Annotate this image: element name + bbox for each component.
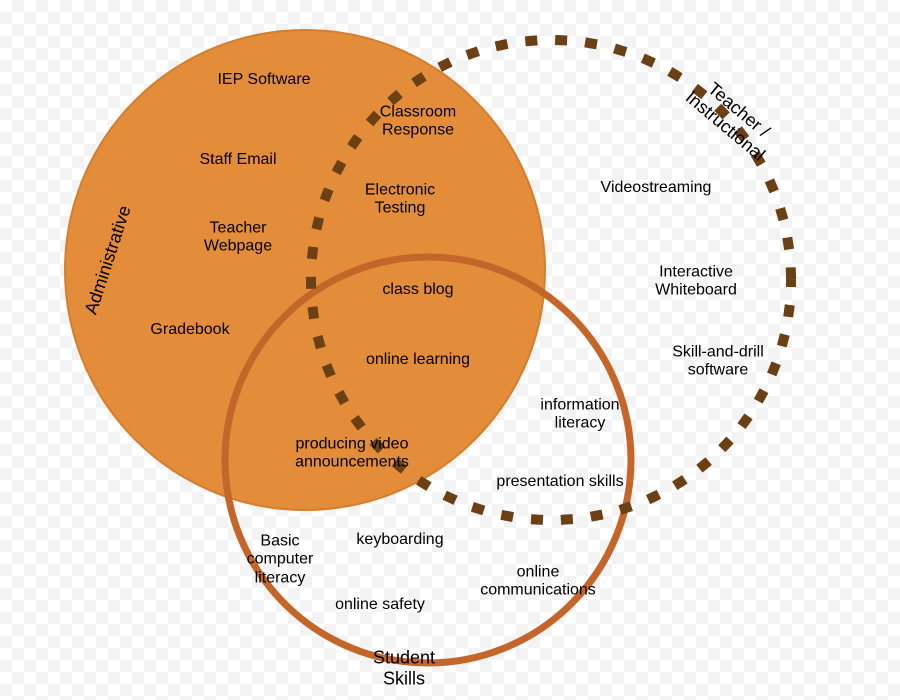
item-label: online communications bbox=[480, 564, 596, 601]
item-label: Skill-and-drill software bbox=[672, 344, 764, 381]
item-label: Gradebook bbox=[150, 321, 229, 339]
item-label: class blog bbox=[382, 281, 453, 299]
item-label: Teacher Webpage bbox=[204, 220, 272, 257]
item-label: Videostreaming bbox=[601, 179, 712, 197]
item-label: Interactive Whiteboard bbox=[655, 264, 737, 301]
item-label: presentation skills bbox=[496, 473, 623, 491]
item-label: Classroom Response bbox=[380, 104, 456, 141]
item-label: Electronic Testing bbox=[365, 182, 435, 219]
item-label: online learning bbox=[366, 351, 470, 369]
item-label: IEP Software bbox=[217, 71, 310, 89]
item-label: Staff Email bbox=[199, 151, 276, 169]
circle-title-student: Student Skills bbox=[373, 647, 435, 688]
item-label: online safety bbox=[335, 596, 425, 614]
item-label: producing video announcements bbox=[295, 436, 409, 473]
item-label: information literacy bbox=[540, 397, 619, 434]
item-label: keyboarding bbox=[356, 531, 443, 549]
venn-diagram: IEP Software Staff Email Teacher Webpage Gr… bbox=[0, 0, 900, 700]
item-label: Basic computer literacy bbox=[247, 532, 314, 587]
